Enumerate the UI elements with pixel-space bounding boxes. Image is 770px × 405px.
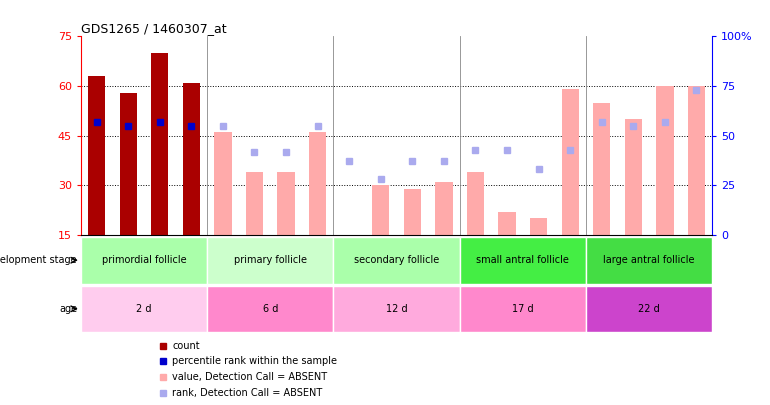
Bar — [435, 182, 453, 285]
Bar — [530, 218, 547, 285]
Text: age: age — [59, 304, 77, 314]
Bar — [88, 76, 105, 285]
Bar — [214, 132, 232, 285]
Bar — [586, 286, 712, 332]
Text: count: count — [172, 341, 200, 351]
Bar — [207, 286, 333, 332]
Bar — [333, 286, 460, 332]
Text: primary follicle: primary follicle — [234, 255, 306, 265]
Bar — [656, 86, 674, 285]
Bar — [498, 212, 516, 285]
Text: development stage: development stage — [0, 255, 77, 265]
Text: 12 d: 12 d — [386, 304, 407, 314]
Bar — [207, 237, 333, 284]
Bar — [246, 172, 263, 285]
Bar — [333, 237, 460, 284]
Bar — [151, 53, 169, 285]
Bar — [467, 172, 484, 285]
Bar — [119, 93, 137, 285]
Text: percentile rank within the sample: percentile rank within the sample — [172, 356, 337, 367]
Bar — [81, 237, 207, 284]
Text: 6 d: 6 d — [263, 304, 278, 314]
Bar — [593, 102, 611, 285]
Bar — [561, 90, 579, 285]
Bar — [624, 119, 642, 285]
Text: GDS1265 / 1460307_at: GDS1265 / 1460307_at — [81, 22, 226, 35]
Text: large antral follicle: large antral follicle — [604, 255, 695, 265]
Text: rank, Detection Call = ABSENT: rank, Detection Call = ABSENT — [172, 388, 323, 398]
Text: 2 d: 2 d — [136, 304, 152, 314]
Bar — [460, 286, 586, 332]
Bar — [372, 185, 390, 285]
Bar — [460, 237, 586, 284]
Text: 17 d: 17 d — [512, 304, 534, 314]
Bar — [688, 86, 705, 285]
Bar — [586, 237, 712, 284]
Bar — [81, 286, 207, 332]
Text: value, Detection Call = ABSENT: value, Detection Call = ABSENT — [172, 372, 327, 382]
Bar — [309, 132, 326, 285]
Text: small antral follicle: small antral follicle — [477, 255, 569, 265]
Text: 22 d: 22 d — [638, 304, 660, 314]
Bar — [340, 235, 358, 285]
Bar — [403, 189, 421, 285]
Text: primordial follicle: primordial follicle — [102, 255, 186, 265]
Bar — [182, 83, 200, 285]
Bar — [277, 172, 295, 285]
Text: secondary follicle: secondary follicle — [354, 255, 439, 265]
